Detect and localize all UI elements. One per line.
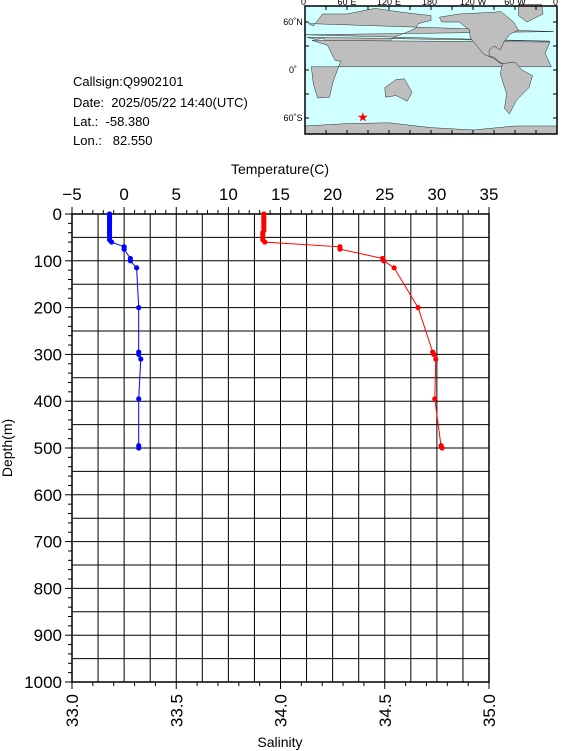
temperature-tick-label: 15 — [271, 185, 290, 204]
temperature-tick-label: 10 — [219, 185, 238, 204]
temperature-tick-labels: −5 0 5 10 15 20 25 30 35 — [62, 185, 498, 204]
profile-point — [136, 351, 142, 357]
salinity-tick-label: 33.0 — [63, 694, 82, 727]
profile-point — [433, 356, 439, 362]
profile-point — [134, 265, 140, 271]
profile-point — [337, 246, 343, 252]
map-continent — [518, 4, 544, 23]
map-latitude-labels: 60˚N 0˚ 60˚S — [283, 17, 303, 123]
temperature-tick-label: 35 — [480, 185, 499, 204]
temperature-tick-label: −5 — [62, 185, 81, 204]
depth-tick-label: 800 — [34, 579, 62, 598]
date-text: Date: 2025/05/22 14:40(UTC) — [73, 95, 248, 110]
temperature-axis-title: Temperature(C) — [231, 161, 329, 177]
salinity-tick-labels: 33.0 33.5 34.0 34.5 35.0 — [63, 694, 499, 727]
profile-point — [432, 396, 438, 402]
depth-axis-title: Depth(m) — [0, 419, 15, 477]
profile-point — [138, 356, 144, 362]
map-frame — [304, 5, 558, 135]
temperature-tick-label: 30 — [427, 185, 446, 204]
profile-location-marker: ★ — [357, 110, 369, 125]
map-continent — [439, 11, 519, 64]
map-longitude-label: 0˚ — [301, 0, 309, 7]
depth-tick-label: 500 — [34, 439, 62, 458]
latitude-text: Lat.: -58.380 — [73, 114, 150, 129]
profile-series — [106, 211, 445, 451]
profile-point — [121, 246, 127, 252]
map-longitude-label: 60˚E — [337, 0, 356, 7]
depth-tick-labels: 0 100 200 300 400 500 600 700 800 900 1000 — [24, 205, 62, 692]
salinity-tick-label: 35.0 — [480, 694, 499, 727]
profile-point — [136, 305, 142, 311]
map-longitude-label: 0˚ — [553, 0, 561, 7]
profile-point — [381, 258, 387, 264]
callsign-text: Callsign:Q9902101 — [73, 74, 184, 89]
depth-tick-label: 600 — [34, 486, 62, 505]
map-longitude-label: 180˚ — [422, 0, 440, 7]
temperature-tick-label: 20 — [323, 185, 342, 204]
map-longitude-label: 120˚W — [460, 0, 487, 7]
depth-tick-label: 400 — [34, 392, 62, 411]
depth-tick-label: 300 — [34, 345, 62, 364]
profile-point — [262, 239, 268, 245]
profile-point — [127, 258, 133, 264]
profile-point — [431, 351, 437, 357]
map-longitude-label: 60˚W — [504, 0, 526, 7]
axis-ticks — [65, 207, 490, 689]
profile-point — [391, 265, 397, 271]
depth-tick-label: 200 — [34, 299, 62, 318]
depth-tick-label: 700 — [34, 533, 62, 552]
profile-point — [415, 305, 421, 311]
profile-point — [109, 239, 115, 245]
longitude-text: Lon.: 82.550 — [73, 133, 153, 148]
map-latitude-label: 0˚ — [289, 65, 297, 75]
chart-grid — [71, 213, 490, 683]
salinity-axis-title: Salinity — [257, 734, 302, 750]
temperature-tick-label: 0 — [119, 185, 128, 204]
depth-tick-label: 0 — [53, 205, 62, 224]
profile-point — [136, 396, 142, 402]
depth-tick-label: 1000 — [24, 673, 62, 692]
depth-tick-label: 100 — [34, 252, 62, 271]
temperature-tick-label: 25 — [375, 185, 394, 204]
map-continent — [311, 40, 552, 99]
map-longitude-labels: 0˚ 60˚E 120˚E 180˚ 120˚W 60˚W 0˚ — [301, 0, 561, 7]
location-map: 0˚ 60˚E 120˚E 180˚ 120˚W 60˚W 0˚ 60˚N 0˚ 60˚S ★ — [283, 0, 561, 135]
depth-tick-label: 900 — [34, 626, 62, 645]
temperature-tick-label: 5 — [172, 185, 181, 204]
map-continent — [384, 78, 413, 102]
salinity-tick-label: 34.5 — [376, 694, 395, 727]
profile-point — [136, 445, 142, 451]
map-continent — [500, 61, 533, 115]
salinity-tick-label: 33.5 — [167, 694, 186, 727]
map-latitude-label: 60˚S — [283, 113, 302, 123]
salinity-tick-label: 34.0 — [272, 694, 291, 727]
profile-point — [439, 445, 445, 451]
map-longitude-label: 120˚E — [377, 0, 401, 7]
map-latitude-label: 60˚N — [283, 17, 303, 27]
